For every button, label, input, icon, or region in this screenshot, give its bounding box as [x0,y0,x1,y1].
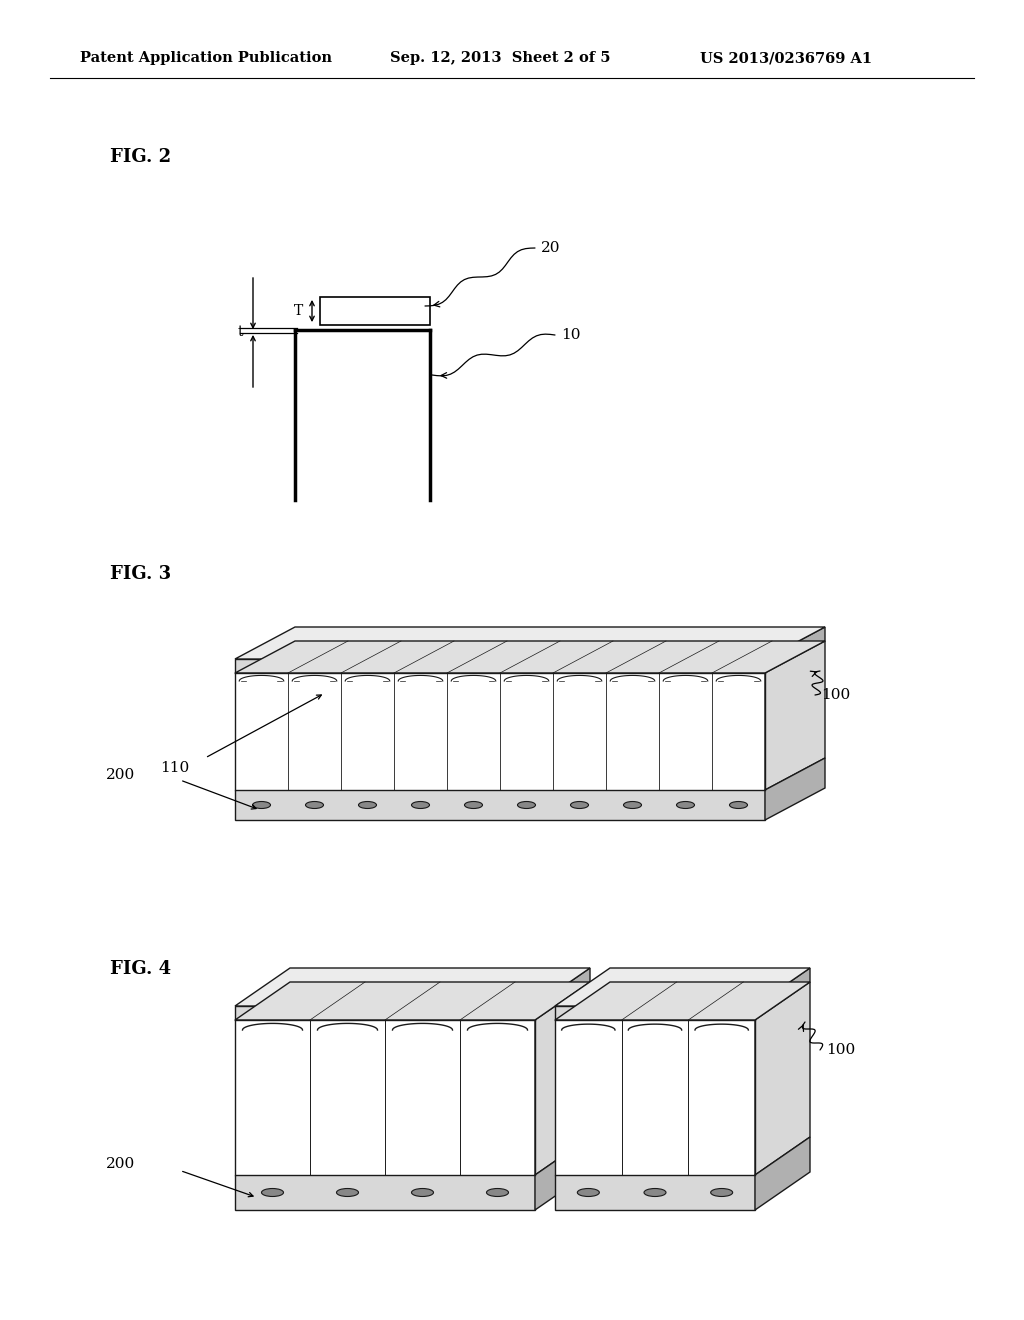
Polygon shape [555,1175,755,1210]
Text: Patent Application Publication: Patent Application Publication [80,51,332,65]
Ellipse shape [305,801,324,808]
Text: 200: 200 [105,1158,135,1172]
Text: t: t [238,325,243,339]
Polygon shape [535,982,590,1175]
Polygon shape [234,1175,535,1210]
Text: 100: 100 [826,1043,855,1057]
Bar [234,673,765,789]
Ellipse shape [261,1188,284,1196]
Ellipse shape [517,801,536,808]
Polygon shape [234,659,765,673]
Ellipse shape [486,1188,509,1196]
Ellipse shape [358,801,377,808]
Polygon shape [555,982,810,1020]
Text: 110: 110 [160,762,189,775]
Ellipse shape [570,801,589,808]
Polygon shape [234,627,825,659]
Ellipse shape [412,801,429,808]
Bar [234,1020,535,1175]
Polygon shape [765,627,825,673]
Text: FIG. 3: FIG. 3 [110,565,171,583]
Ellipse shape [624,801,641,808]
Text: FIG. 4: FIG. 4 [110,960,171,978]
Polygon shape [555,968,810,1006]
Ellipse shape [412,1188,433,1196]
Polygon shape [234,789,765,820]
Text: 100: 100 [821,688,850,702]
Polygon shape [755,982,810,1175]
Ellipse shape [677,801,694,808]
Text: T: T [293,304,303,318]
Polygon shape [234,1006,535,1020]
Polygon shape [755,1137,810,1210]
Bar [555,1020,755,1175]
Ellipse shape [644,1188,666,1196]
Polygon shape [555,1006,755,1020]
Text: 10: 10 [561,327,581,342]
Ellipse shape [729,801,748,808]
Polygon shape [765,642,825,789]
Ellipse shape [337,1188,358,1196]
Polygon shape [535,968,590,1020]
Text: 200: 200 [105,768,135,781]
Polygon shape [234,642,825,673]
Ellipse shape [465,801,482,808]
Text: FIG. 2: FIG. 2 [110,148,171,166]
Polygon shape [765,758,825,820]
Text: Sep. 12, 2013  Sheet 2 of 5: Sep. 12, 2013 Sheet 2 of 5 [390,51,610,65]
Polygon shape [234,982,590,1020]
Ellipse shape [253,801,270,808]
Polygon shape [234,968,590,1006]
Bar [319,297,430,325]
Polygon shape [755,968,810,1020]
Text: US 2013/0236769 A1: US 2013/0236769 A1 [700,51,872,65]
Ellipse shape [578,1188,599,1196]
Polygon shape [535,1137,590,1210]
Ellipse shape [711,1188,732,1196]
Text: 20: 20 [541,242,560,255]
